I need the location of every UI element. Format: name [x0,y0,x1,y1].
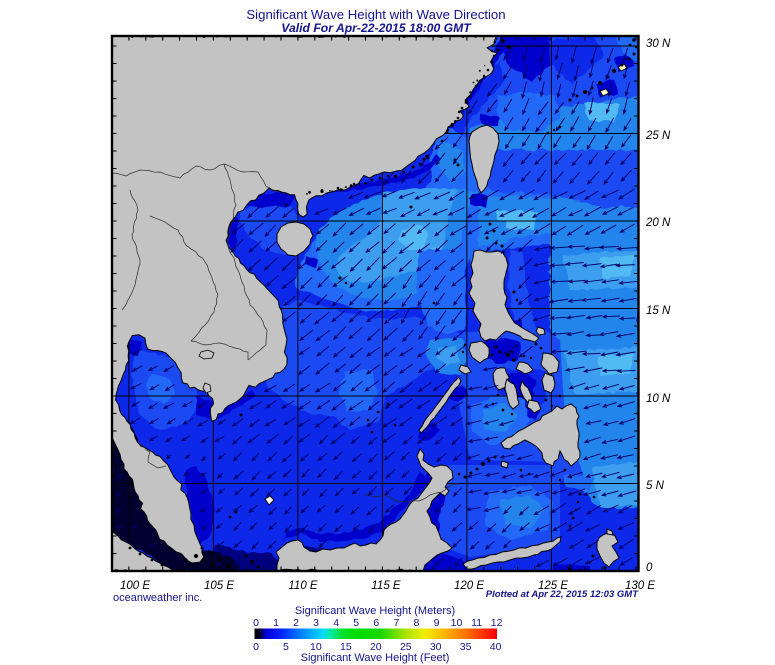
svg-text:11: 11 [471,617,482,629]
svg-text:10: 10 [310,641,322,653]
svg-text:5 N: 5 N [646,480,665,492]
svg-text:0: 0 [253,617,259,629]
svg-text:10 N: 10 N [646,393,671,405]
svg-text:100 E: 100 E [120,580,150,592]
svg-text:35: 35 [460,641,472,653]
svg-text:120 E: 120 E [454,580,484,592]
svg-text:10: 10 [451,617,463,629]
svg-text:0: 0 [253,641,259,653]
svg-text:105 E: 105 E [204,580,234,592]
svg-text:1: 1 [273,617,279,629]
svg-text:15: 15 [340,641,352,653]
svg-text:115 E: 115 E [371,580,401,592]
svg-text:Plotted at Apr 22, 2015 12:03: Plotted at Apr 22, 2015 12:03 GMT [486,589,639,600]
svg-text:130 E: 130 E [625,580,655,592]
svg-text:25: 25 [400,641,412,653]
svg-text:6: 6 [373,617,379,629]
svg-text:110 E: 110 E [288,580,318,592]
svg-text:7: 7 [393,617,399,629]
svg-text:9: 9 [434,617,440,629]
svg-text:0: 0 [646,562,653,574]
svg-text:8: 8 [413,617,419,629]
svg-text:3: 3 [313,617,319,629]
svg-text:Significant Wave Height with W: Significant Wave Height with Wave Direct… [246,7,505,22]
svg-text:oceanweather inc.: oceanweather inc. [113,592,202,604]
svg-text:12: 12 [491,617,503,629]
svg-text:20 N: 20 N [645,217,671,229]
svg-text:Valid For Apr-22-2015 18:00 GM: Valid For Apr-22-2015 18:00 GMT [281,21,472,35]
svg-text:2: 2 [293,617,299,629]
svg-text:40: 40 [490,641,502,653]
svg-text:4: 4 [333,617,339,629]
svg-text:25 N: 25 N [645,130,671,142]
svg-text:30: 30 [430,641,442,653]
svg-text:Significant Wave Height (Meter: Significant Wave Height (Meters) [295,605,455,617]
svg-text:5: 5 [353,617,359,629]
svg-text:15 N: 15 N [646,305,671,317]
svg-text:Significant Wave Height (Feet): Significant Wave Height (Feet) [301,652,450,664]
svg-text:5: 5 [283,641,289,653]
svg-text:30 N: 30 N [646,38,671,50]
svg-text:125 E: 125 E [538,580,568,592]
svg-text:20: 20 [370,641,382,653]
